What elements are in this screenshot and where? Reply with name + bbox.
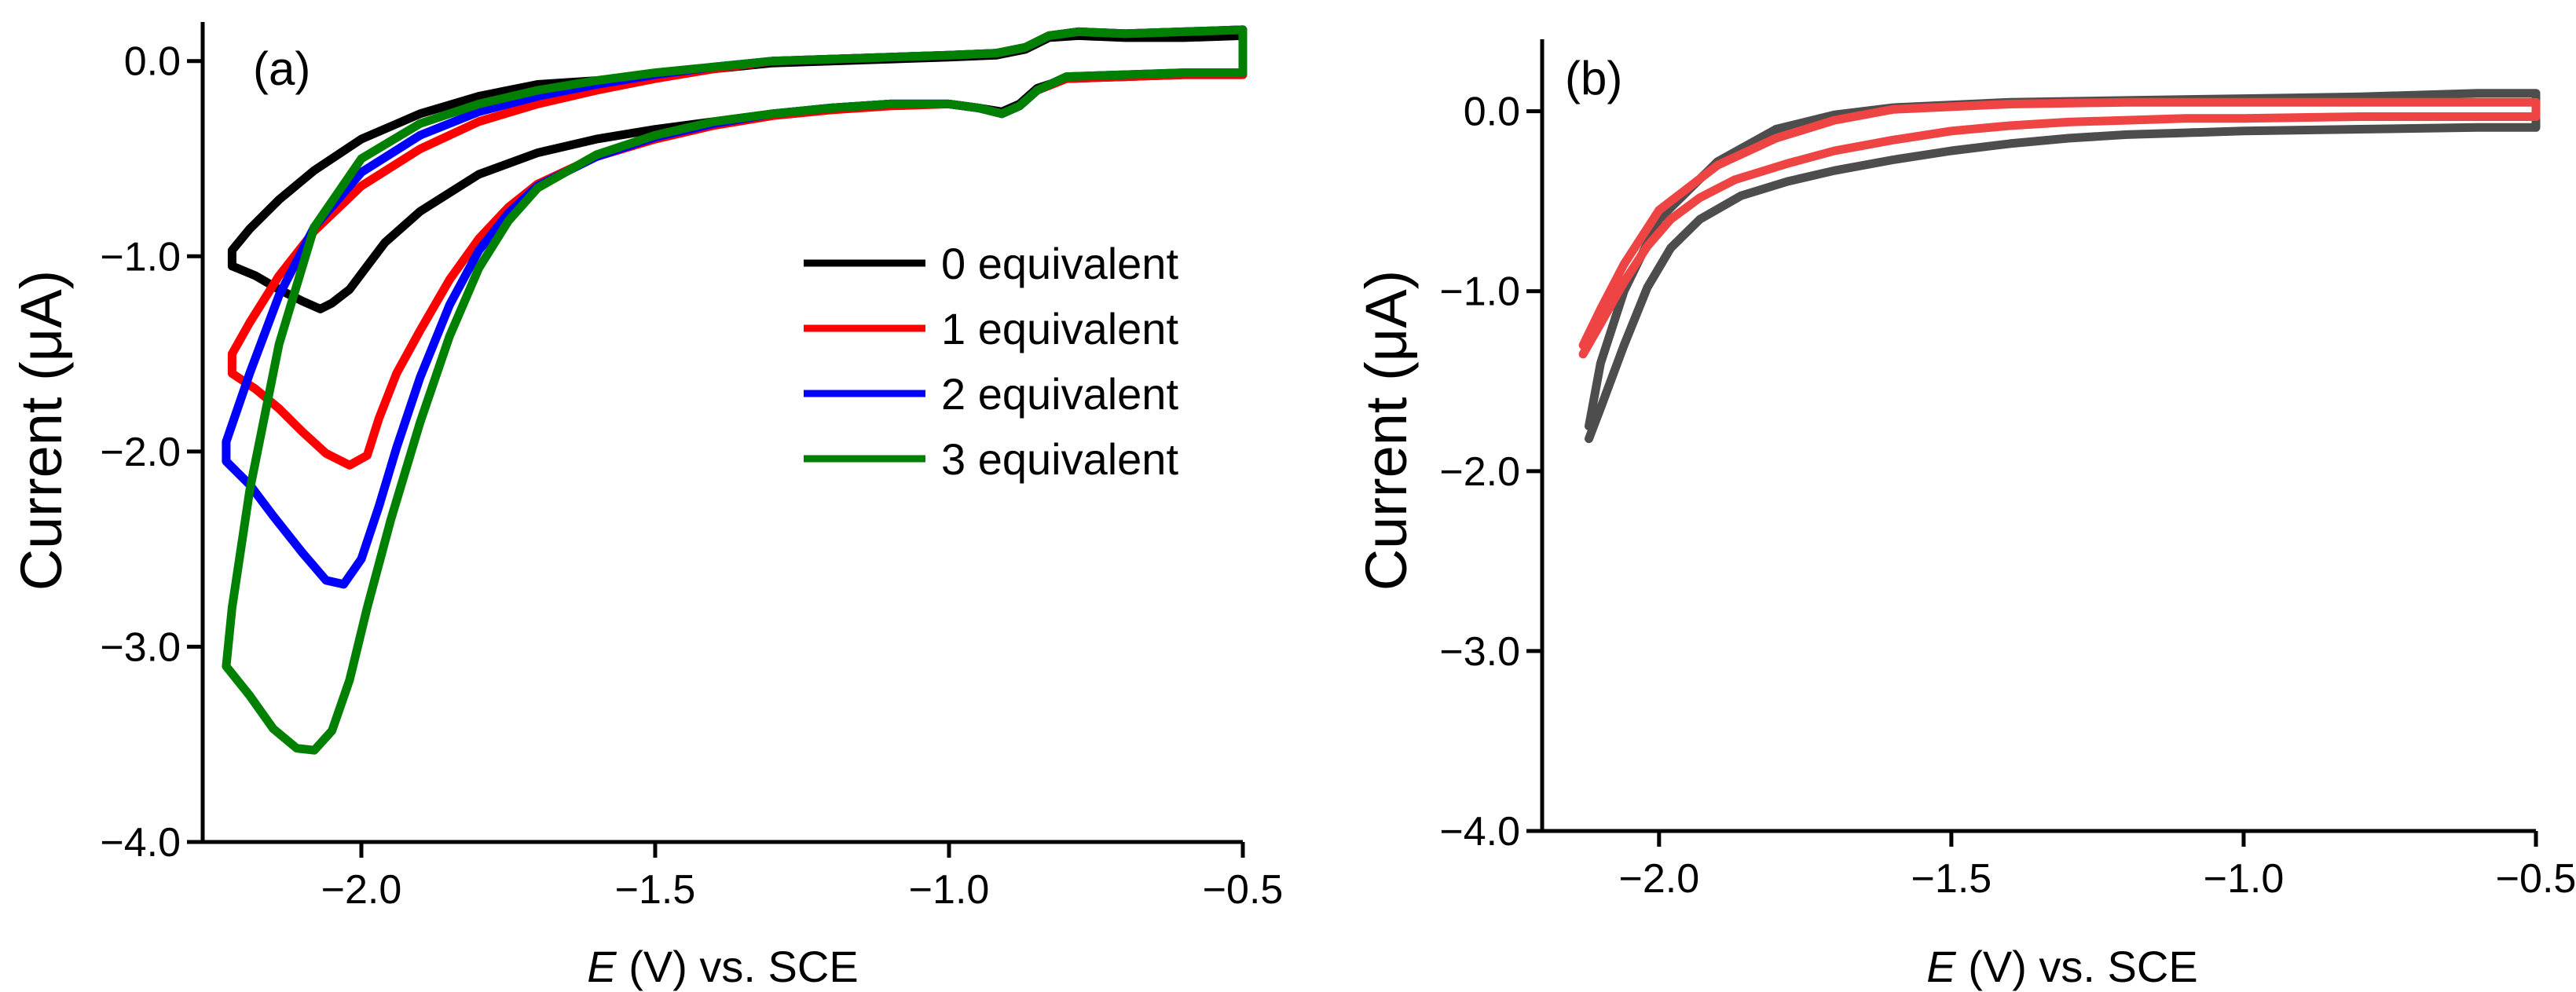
panel-a-label: (a) <box>253 42 310 95</box>
panel-b-series-0 <box>1585 89 2541 444</box>
panel-a-x-tick-label: −1.5 <box>615 867 696 913</box>
legend-label-3: 3 equivalent <box>941 434 1178 484</box>
panel-b-series-1 <box>1578 97 2541 359</box>
panel-a-legend: 0 equivalent 1 equivalent 2 equivalent 3 eq… <box>804 239 1178 484</box>
panel-b-chart: −2.0 −1.5 −1.0 −0.50.0−1.0−2.0−3.0−4.0 (b) … <box>1354 39 2576 991</box>
panel-b-y-tick-label: 0.0 <box>1464 90 1520 135</box>
legend-label-1: 1 equivalent <box>941 304 1178 353</box>
panel-a-y-tick-label: 0.0 <box>124 39 181 85</box>
panel-b-y-tick-label: −4.0 <box>1439 809 1520 855</box>
panel-a-y-tick-label: −1.0 <box>100 234 181 280</box>
panel-a-x-axis-title-rest: (V) vs. SCE <box>617 942 859 991</box>
panel-a-x-tick-label: −0.5 <box>1203 867 1284 913</box>
panel-b-x-axis-title-italic: E <box>1926 942 1956 991</box>
panel-b-x-axis-title: E (V) vs. SCE <box>1926 942 2197 991</box>
panel-a-x-tick-label: −2.0 <box>321 867 402 913</box>
panel-b-y-tick-label: −1.0 <box>1439 269 1520 315</box>
panel-b-x-axis-title-rest: (V) vs. SCE <box>1956 942 2198 991</box>
panel-b-x-tick-label: −1.5 <box>1911 856 1992 902</box>
panel-a-y-tick-label: −2.0 <box>100 430 181 475</box>
panel-b-x-tick-label: −1.0 <box>2204 856 2285 902</box>
legend-label-0: 0 equivalent <box>941 239 1178 288</box>
panel-a-x-tick-label: −1.0 <box>909 867 990 913</box>
panel-b-x-tick-label: −2.0 <box>1618 856 1699 902</box>
panel-b-y-tick-label: −3.0 <box>1439 629 1520 675</box>
panel-a-x-axis-title: E (V) vs. SCE <box>587 942 858 991</box>
panel-b-y-axis-title: Current (μA) <box>1354 270 1419 591</box>
panel-b-x-tick-label: −0.5 <box>2496 856 2576 902</box>
panel-a-y-tick-label: −3.0 <box>100 624 181 670</box>
panel-b-y-tick-label: −2.0 <box>1439 449 1520 495</box>
panel-a-series-3 <box>222 25 1248 755</box>
panel-a-y-axis-title: Current (μA) <box>9 270 74 591</box>
panel-a-chart: −2.0 −1.5 −1.0 −0.50.0−1.0−2.0−3.0−4.0 (a) … <box>9 22 1283 991</box>
panel-a-y-tick-label: −4.0 <box>100 820 181 866</box>
panel-b-label: (b) <box>1565 52 1622 104</box>
panel-a-x-axis-title-italic: E <box>587 942 617 991</box>
legend-label-2: 2 equivalent <box>941 369 1178 419</box>
